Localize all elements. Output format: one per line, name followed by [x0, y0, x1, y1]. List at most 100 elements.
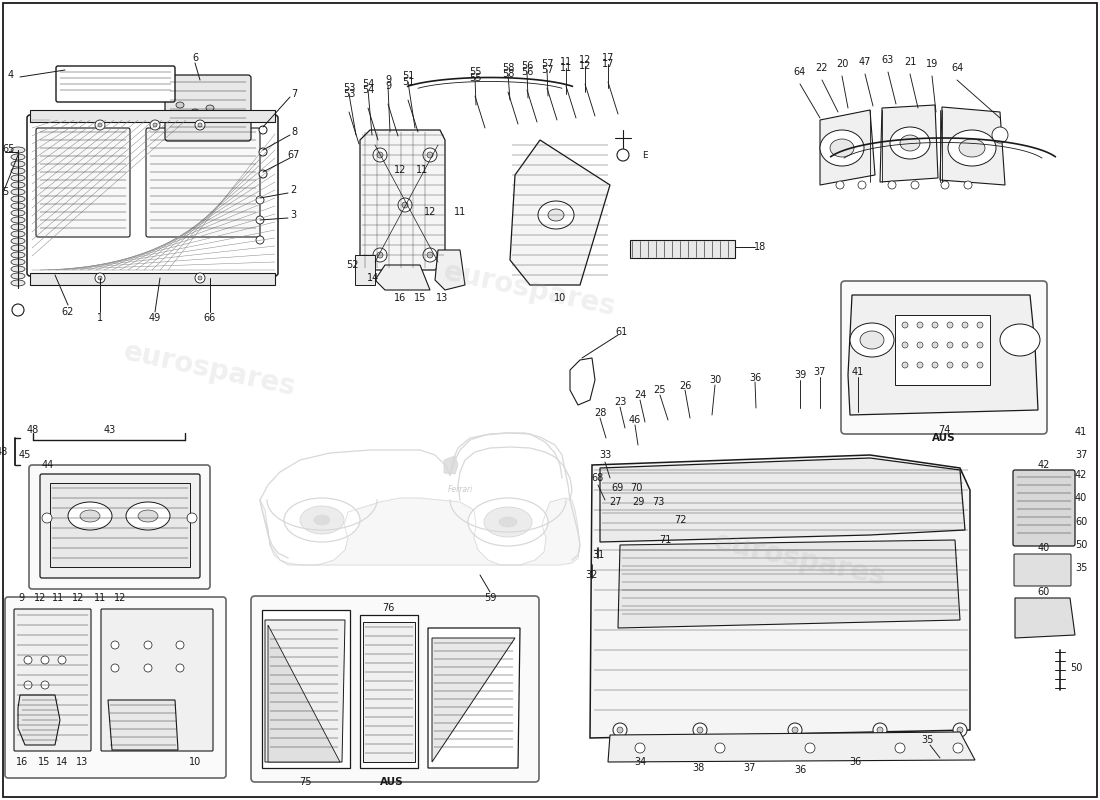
Text: eurospares: eurospares: [711, 528, 889, 592]
Text: 37: 37: [744, 763, 756, 773]
Text: 56: 56: [520, 67, 534, 77]
Text: 15: 15: [37, 757, 51, 767]
FancyBboxPatch shape: [101, 609, 213, 751]
Ellipse shape: [98, 123, 102, 127]
Ellipse shape: [948, 130, 996, 166]
Text: 7: 7: [290, 89, 297, 99]
Ellipse shape: [198, 123, 202, 127]
Text: 5: 5: [2, 187, 9, 197]
Ellipse shape: [150, 120, 160, 130]
Ellipse shape: [902, 342, 908, 348]
Text: 12: 12: [113, 593, 127, 603]
Ellipse shape: [947, 362, 953, 368]
Text: 38: 38: [692, 763, 704, 773]
Text: 70: 70: [630, 483, 642, 493]
Ellipse shape: [373, 248, 387, 262]
Text: 15: 15: [414, 293, 426, 303]
Ellipse shape: [424, 148, 437, 162]
Text: 14: 14: [367, 273, 380, 283]
Text: 42: 42: [1075, 470, 1088, 480]
Text: 11: 11: [454, 207, 466, 217]
Text: 12: 12: [579, 55, 591, 65]
Polygon shape: [570, 358, 595, 405]
Text: 40: 40: [1038, 543, 1050, 553]
Ellipse shape: [11, 154, 25, 160]
Polygon shape: [262, 610, 350, 768]
Ellipse shape: [11, 161, 25, 167]
Text: 9: 9: [385, 81, 392, 91]
Ellipse shape: [957, 727, 962, 733]
Polygon shape: [360, 615, 418, 768]
Text: 16: 16: [394, 293, 406, 303]
Text: 2: 2: [290, 185, 296, 195]
Ellipse shape: [932, 342, 938, 348]
Text: 3: 3: [290, 210, 296, 220]
Bar: [50, 483, 190, 567]
Polygon shape: [360, 130, 446, 270]
Ellipse shape: [187, 513, 197, 523]
Text: 35: 35: [922, 735, 934, 745]
Text: 47: 47: [859, 57, 871, 67]
Text: 31: 31: [592, 550, 604, 560]
Polygon shape: [590, 455, 970, 738]
Text: 51: 51: [402, 71, 415, 81]
Ellipse shape: [11, 210, 25, 216]
Ellipse shape: [693, 723, 707, 737]
Text: 35: 35: [1075, 563, 1088, 573]
Ellipse shape: [206, 105, 214, 111]
Polygon shape: [108, 700, 178, 750]
Ellipse shape: [902, 362, 908, 368]
Ellipse shape: [964, 181, 972, 189]
Text: 9: 9: [18, 593, 24, 603]
Text: eurospares: eurospares: [121, 338, 299, 402]
Text: 10: 10: [189, 757, 201, 767]
Ellipse shape: [900, 135, 920, 151]
Text: 63: 63: [882, 55, 894, 65]
Ellipse shape: [195, 273, 205, 283]
Ellipse shape: [176, 641, 184, 649]
Ellipse shape: [950, 332, 970, 348]
Text: 58: 58: [502, 69, 514, 79]
Text: 4: 4: [8, 70, 14, 80]
Text: 36: 36: [849, 757, 861, 767]
Ellipse shape: [398, 198, 412, 212]
FancyBboxPatch shape: [28, 115, 278, 276]
Text: 16: 16: [15, 757, 29, 767]
Text: 40: 40: [1075, 493, 1087, 503]
Text: 17: 17: [602, 53, 614, 63]
Ellipse shape: [11, 273, 25, 279]
Ellipse shape: [195, 120, 205, 130]
Polygon shape: [434, 250, 465, 290]
Ellipse shape: [917, 342, 923, 348]
Ellipse shape: [427, 152, 433, 158]
Ellipse shape: [98, 276, 102, 280]
Polygon shape: [363, 622, 415, 762]
Text: 9: 9: [385, 75, 392, 85]
Ellipse shape: [873, 723, 887, 737]
Ellipse shape: [940, 181, 949, 189]
Ellipse shape: [12, 304, 24, 316]
Ellipse shape: [890, 127, 930, 159]
Ellipse shape: [11, 245, 25, 251]
Ellipse shape: [80, 510, 100, 522]
FancyBboxPatch shape: [40, 474, 200, 578]
Ellipse shape: [977, 322, 983, 328]
Ellipse shape: [538, 201, 574, 229]
Ellipse shape: [11, 189, 25, 195]
Ellipse shape: [932, 322, 938, 328]
Ellipse shape: [176, 102, 184, 108]
Text: 12: 12: [34, 593, 46, 603]
Ellipse shape: [11, 280, 25, 286]
Polygon shape: [510, 140, 610, 285]
Polygon shape: [268, 625, 340, 762]
Text: 37: 37: [814, 367, 826, 377]
Ellipse shape: [499, 517, 517, 527]
Text: 57: 57: [541, 59, 553, 69]
Text: 55: 55: [469, 73, 482, 83]
Ellipse shape: [424, 248, 437, 262]
Ellipse shape: [992, 127, 1008, 143]
Ellipse shape: [11, 203, 25, 209]
Ellipse shape: [947, 322, 953, 328]
Polygon shape: [265, 620, 345, 762]
Text: 69: 69: [612, 483, 624, 493]
